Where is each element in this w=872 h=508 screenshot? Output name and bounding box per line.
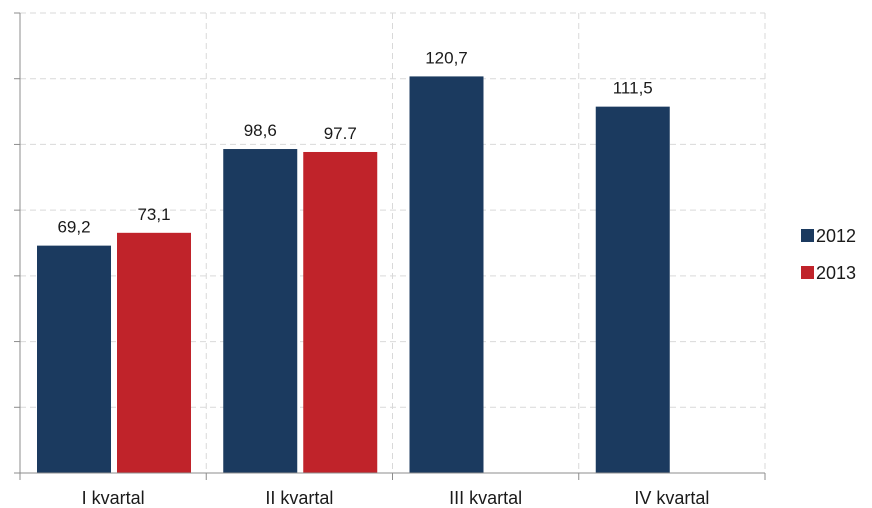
category-label: II kvartal — [265, 488, 333, 508]
bar-2012-4 — [595, 106, 670, 474]
category-label: III kvartal — [449, 488, 522, 508]
category-labels: I kvartal II kvartal III kvartal IV kvartal — [82, 488, 710, 508]
bar-2013-1 — [117, 232, 191, 473]
legend-label-2013[interactable]: 2013 — [816, 263, 856, 283]
bars — [37, 76, 670, 474]
category-label: I kvartal — [82, 488, 145, 508]
legend-swatch-2013 — [801, 266, 814, 279]
bar-2013-2 — [303, 151, 378, 473]
axes — [14, 12, 766, 480]
bar-2012-3 — [409, 76, 484, 474]
value-label: 69,2 — [57, 218, 90, 237]
value-label: 120,7 — [425, 48, 468, 67]
category-label: IV kvartal — [634, 488, 709, 508]
bar-2012-1 — [37, 245, 111, 473]
value-label: 98,6 — [244, 121, 277, 140]
value-label: 73,1 — [137, 205, 170, 224]
legend-label-2012[interactable]: 2012 — [816, 226, 856, 246]
value-label: 111,5 — [613, 79, 653, 98]
value-labels: 69,2 73,1 98,6 97.7 120,7 111,5 — [57, 48, 652, 236]
value-label: 97.7 — [324, 124, 357, 143]
legend-swatch-2012 — [801, 229, 814, 242]
bar-2012-2 — [223, 149, 298, 473]
legend[interactable]: 2012 2013 — [801, 226, 856, 283]
